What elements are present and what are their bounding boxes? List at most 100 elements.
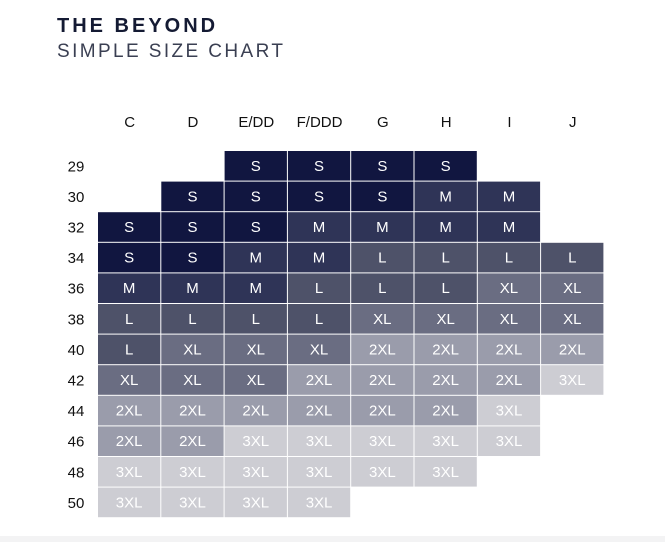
size-cell-label: 2XL [369,372,396,389]
size-cell [351,181,414,212]
size-cell-label: M [439,219,452,236]
row-header: 42 [68,373,85,390]
size-cell [414,151,477,181]
size-cell-label: 3XL [116,494,143,511]
size-cell-label: L [315,280,323,297]
chart-subtitle: SIMPLE SIZE CHART [57,41,286,62]
size-cell-label: 3XL [116,464,143,481]
column-header: F/DDD [297,114,343,131]
size-cell-label: L [441,280,449,297]
size-cell [224,181,287,212]
size-cell-label: S [187,250,197,267]
size-cell-label: 3XL [559,372,586,389]
size-cell [161,242,224,273]
size-cell [224,487,287,518]
size-cell [541,304,604,334]
size-cell [98,487,161,518]
size-cell-label: 2XL [432,372,459,389]
size-cell [351,334,414,365]
row-header: 46 [68,434,85,451]
size-cell [477,181,541,212]
size-cell-label: 3XL [496,403,523,420]
size-cell-label: M [439,188,452,205]
size-cell [98,242,161,273]
size-cell-label: XL [563,280,581,297]
size-cell-label: 3XL [432,433,459,450]
size-cell-label: M [250,250,263,267]
size-cell [351,151,414,181]
size-cell [477,426,541,456]
size-cell [414,365,477,395]
size-cell [98,273,161,303]
size-cell [98,304,161,334]
size-cell-label: XL [183,372,201,389]
size-cell-label: XL [247,372,265,389]
size-cell-label: 3XL [306,464,333,481]
bottom-divider [0,536,665,542]
size-cell [414,457,477,487]
size-cell [287,212,351,242]
size-cell [414,334,477,365]
size-cell [541,334,604,365]
size-cell [98,457,161,487]
size-cell [351,273,414,303]
size-cell-label: M [376,219,389,236]
size-cell [477,365,541,395]
size-cell-label: XL [373,311,391,328]
size-cell [161,304,224,334]
size-cell-label: 2XL [306,372,333,389]
size-cell [98,212,161,242]
row-header: 29 [68,158,85,175]
size-cell-label: 2XL [559,341,586,358]
size-cell [477,242,541,273]
row-header: 36 [68,281,85,298]
size-cell [224,365,287,395]
size-cell [351,365,414,395]
size-cell [224,212,287,242]
size-cell-label: L [188,311,196,328]
size-cell [98,395,161,426]
size-cell-label: 3XL [242,433,269,450]
size-cell-label: S [377,188,387,205]
size-cell [414,273,477,303]
size-cell-label: S [187,219,197,236]
size-cell-label: 3XL [369,464,396,481]
size-cell-label: XL [563,311,581,328]
size-cell [477,304,541,334]
size-cell [98,334,161,365]
column-header: E/DD [238,114,274,131]
size-cell [351,304,414,334]
size-cell [477,273,541,303]
row-header: 40 [68,342,85,359]
size-cell [161,487,224,518]
size-cell-label: XL [436,311,454,328]
size-cell [414,395,477,426]
size-cell-label: L [568,250,576,267]
column-header: C [124,114,135,131]
size-cell-label: M [313,250,326,267]
size-cell-label: 3XL [242,494,269,511]
size-cell [161,212,224,242]
size-cell [287,304,351,334]
size-cell-label: XL [183,341,201,358]
size-cell [287,151,351,181]
size-cell-label: L [125,311,133,328]
column-header: J [569,114,577,131]
size-cell [541,365,604,395]
size-cell-label: 3XL [179,494,206,511]
size-cell [287,242,351,273]
size-cell [224,426,287,456]
column-header: H [441,114,452,131]
size-cell-label: S [251,219,261,236]
size-cell [287,273,351,303]
size-cell [224,334,287,365]
size-cell-label: S [377,158,387,175]
size-cell-label: 3XL [242,464,269,481]
size-cell-label: M [250,280,263,297]
size-cell-label: L [315,311,323,328]
size-cell [414,304,477,334]
size-cell [287,457,351,487]
size-cell-label: 3XL [432,464,459,481]
size-cell [224,242,287,273]
